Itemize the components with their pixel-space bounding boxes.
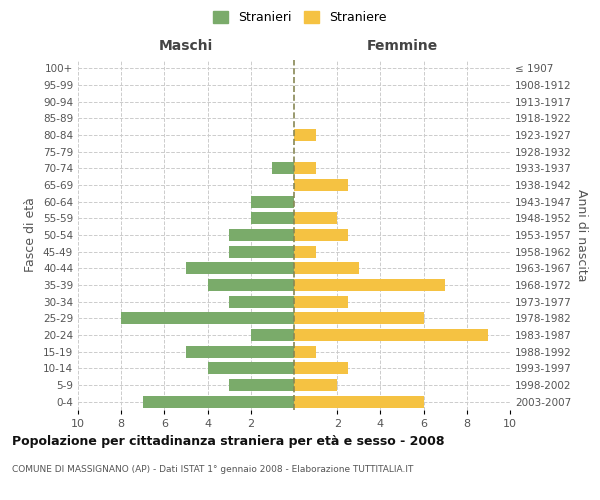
Bar — [208, 362, 294, 374]
Bar — [294, 162, 316, 174]
Text: Maschi: Maschi — [159, 40, 213, 54]
Bar — [294, 229, 348, 241]
Bar — [294, 179, 348, 191]
Bar — [294, 362, 348, 374]
Bar — [294, 212, 337, 224]
Bar — [294, 312, 424, 324]
Bar — [251, 212, 294, 224]
Bar — [294, 379, 337, 391]
Bar — [251, 196, 294, 207]
Bar — [143, 396, 294, 407]
Bar — [229, 296, 294, 308]
Bar — [294, 396, 424, 407]
Bar — [294, 246, 316, 258]
Bar — [186, 346, 294, 358]
Bar — [294, 262, 359, 274]
Bar — [251, 329, 294, 341]
Bar — [294, 346, 316, 358]
Bar — [272, 162, 294, 174]
Bar — [121, 312, 294, 324]
Text: Femmine: Femmine — [367, 40, 437, 54]
Y-axis label: Anni di nascita: Anni di nascita — [575, 188, 588, 281]
Bar — [208, 279, 294, 291]
Bar — [294, 279, 445, 291]
Bar — [229, 246, 294, 258]
Text: Popolazione per cittadinanza straniera per età e sesso - 2008: Popolazione per cittadinanza straniera p… — [12, 435, 445, 448]
Bar — [294, 329, 488, 341]
Bar — [186, 262, 294, 274]
Bar — [294, 129, 316, 141]
Y-axis label: Fasce di età: Fasce di età — [25, 198, 37, 272]
Bar — [294, 296, 348, 308]
Bar — [229, 229, 294, 241]
Bar — [229, 379, 294, 391]
Legend: Stranieri, Straniere: Stranieri, Straniere — [208, 6, 392, 29]
Text: COMUNE DI MASSIGNANO (AP) - Dati ISTAT 1° gennaio 2008 - Elaborazione TUTTITALIA: COMUNE DI MASSIGNANO (AP) - Dati ISTAT 1… — [12, 465, 413, 474]
